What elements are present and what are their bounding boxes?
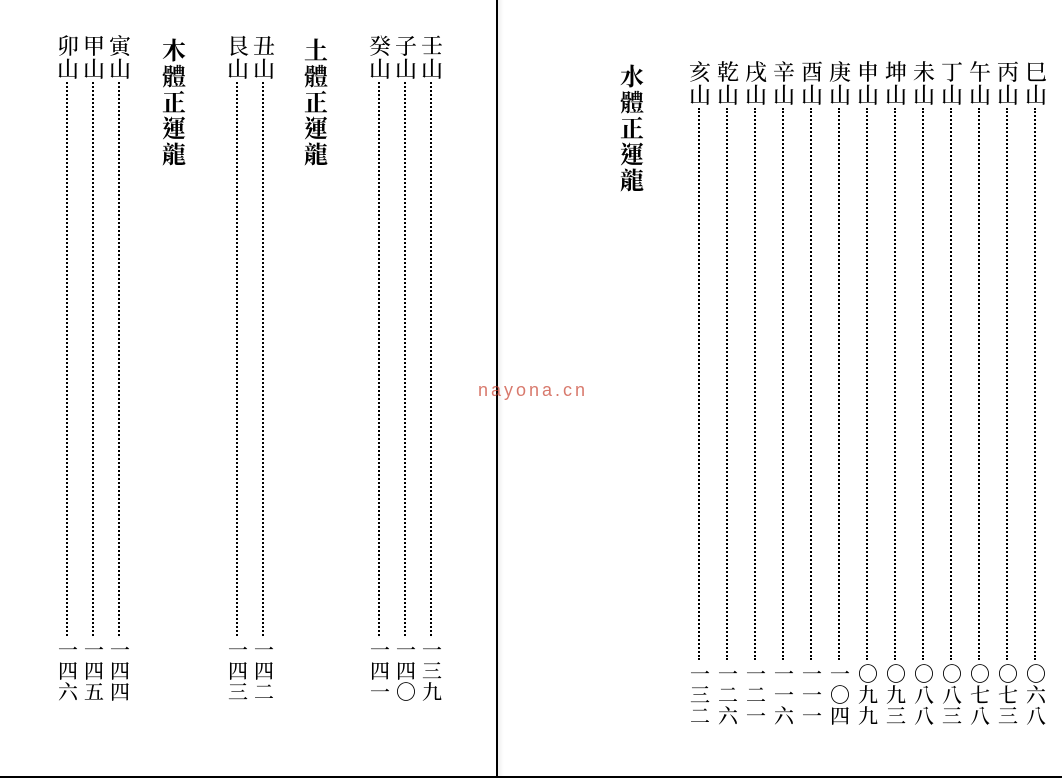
toc-entry-page: 一 三 二 (686, 662, 714, 725)
toc-entry: 寅 山一 四 四 (106, 34, 134, 701)
toc-entry-label: 子 山 (392, 34, 420, 80)
toc-entry-page: 〇 七 三 (994, 662, 1022, 725)
dot-leader (978, 108, 982, 660)
dot-leader (378, 82, 382, 636)
left-columns-area: 壬 山一 三 九子 山一 四 〇癸 山一 四 一土 體 正 運 龍丑 山一 四 … (0, 0, 496, 776)
toc-entry-label: 甲 山 (80, 34, 108, 80)
section-heading: 木 體 正 運 龍 (160, 36, 188, 166)
toc-entry-label: 辛 山 (770, 60, 798, 106)
toc-entry: 亥 山一 三 二 (686, 60, 714, 725)
toc-entry-label: 申 山 (854, 60, 882, 106)
toc-entry-label: 亥 山 (686, 60, 714, 106)
toc-entry-label: 戌 山 (742, 60, 770, 106)
toc-entry-page: 一 三 九 (418, 638, 446, 701)
toc-entry: 艮 山一 四 三 (224, 34, 252, 701)
toc-entry-label: 卯 山 (54, 34, 82, 80)
toc-entry-page: 一 〇 四 (826, 662, 854, 725)
dot-leader (894, 108, 898, 660)
toc-entry: 辛 山一 一 六 (770, 60, 798, 725)
toc-entry-page: 一 四 二 (250, 638, 278, 701)
dot-leader (404, 82, 408, 636)
toc-entry: 酉 山一 一 一 (798, 60, 826, 725)
toc-entry: 申 山〇 九 九 (854, 60, 882, 725)
dot-leader (1034, 108, 1038, 660)
toc-entry-page: 一 四 三 (224, 638, 252, 701)
toc-entry: 丁 山〇 八 三 (938, 60, 966, 725)
toc-entry-label: 丑 山 (250, 34, 278, 80)
toc-entry-label: 乾 山 (714, 60, 742, 106)
toc-entry-page: 一 二 六 (714, 662, 742, 725)
toc-entry-page: 〇 六 八 (1022, 662, 1050, 725)
dot-leader (92, 82, 96, 636)
toc-entry: 子 山一 四 〇 (392, 34, 420, 701)
toc-entry: 未 山〇 八 八 (910, 60, 938, 725)
dot-leader (754, 108, 758, 660)
toc-entry-label: 丙 山 (994, 60, 1022, 106)
toc-entry-page: 一 四 四 (106, 638, 134, 701)
dot-leader (66, 82, 70, 636)
toc-entry: 庚 山一 〇 四 (826, 60, 854, 725)
dot-leader (118, 82, 122, 636)
toc-entry-page: 一 四 〇 (392, 638, 420, 701)
toc-entry-page: 一 四 五 (80, 638, 108, 701)
toc-entry: 坤 山〇 九 三 (882, 60, 910, 725)
dot-leader (810, 108, 814, 660)
section-heading: 土 體 正 運 龍 (302, 36, 330, 166)
toc-entry: 卯 山一 四 六 (54, 34, 82, 701)
toc-entry: 戌 山一 二 一 (742, 60, 770, 725)
toc-entry-page: 一 四 一 (366, 638, 394, 701)
toc-entry: 午 山〇 七 八 (966, 60, 994, 725)
toc-entry-label: 庚 山 (826, 60, 854, 106)
toc-entry-page: 〇 九 九 (854, 662, 882, 725)
toc-entry-label: 酉 山 (798, 60, 826, 106)
toc-entry: 丙 山〇 七 三 (994, 60, 1022, 725)
dot-leader (698, 108, 702, 660)
dot-leader (950, 108, 954, 660)
right-columns-area: 巳 山〇 六 八丙 山〇 七 三午 山〇 七 八丁 山〇 八 三未 山〇 八 八… (498, 0, 1062, 776)
toc-entry: 丑 山一 四 二 (250, 34, 278, 701)
dot-leader (838, 108, 842, 660)
section-heading: 水 體 正 運 龍 (618, 62, 646, 192)
toc-entry-label: 坤 山 (882, 60, 910, 106)
dot-leader (1006, 108, 1010, 660)
section-heading-text: 水 體 正 運 龍 (618, 62, 646, 192)
dot-leader (782, 108, 786, 660)
toc-entry-label: 未 山 (910, 60, 938, 106)
toc-entry-page: 〇 八 三 (938, 662, 966, 725)
dot-leader (430, 82, 434, 636)
toc-entry-page: 〇 九 三 (882, 662, 910, 725)
toc-entry-label: 艮 山 (224, 34, 252, 80)
toc-entry-label: 癸 山 (366, 34, 394, 80)
toc-entry: 癸 山一 四 一 (366, 34, 394, 701)
toc-entry-page: 〇 七 八 (966, 662, 994, 725)
dot-leader (866, 108, 870, 660)
right-page: 巳 山〇 六 八丙 山〇 七 三午 山〇 七 八丁 山〇 八 三未 山〇 八 八… (498, 0, 1062, 778)
toc-entry-page: 一 四 六 (54, 638, 82, 701)
toc-entry-page: 一 二 一 (742, 662, 770, 725)
dot-leader (262, 82, 266, 636)
section-heading-text: 木 體 正 運 龍 (160, 36, 188, 166)
dot-leader (236, 82, 240, 636)
left-page: 壬 山一 三 九子 山一 四 〇癸 山一 四 一土 體 正 運 龍丑 山一 四 … (0, 0, 498, 778)
toc-entry: 甲 山一 四 五 (80, 34, 108, 701)
toc-entry-page: 〇 八 八 (910, 662, 938, 725)
dot-leader (922, 108, 926, 660)
toc-entry-label: 寅 山 (106, 34, 134, 80)
toc-entry: 壬 山一 三 九 (418, 34, 446, 701)
dot-leader (726, 108, 730, 660)
toc-entry-label: 丁 山 (938, 60, 966, 106)
toc-entry-label: 巳 山 (1022, 60, 1050, 106)
toc-entry-label: 壬 山 (418, 34, 446, 80)
toc-entry: 巳 山〇 六 八 (1022, 60, 1050, 725)
toc-entry-label: 午 山 (966, 60, 994, 106)
toc-entry-page: 一 一 六 (770, 662, 798, 725)
toc-entry: 乾 山一 二 六 (714, 60, 742, 725)
toc-entry-page: 一 一 一 (798, 662, 826, 725)
section-heading-text: 土 體 正 運 龍 (302, 36, 330, 166)
